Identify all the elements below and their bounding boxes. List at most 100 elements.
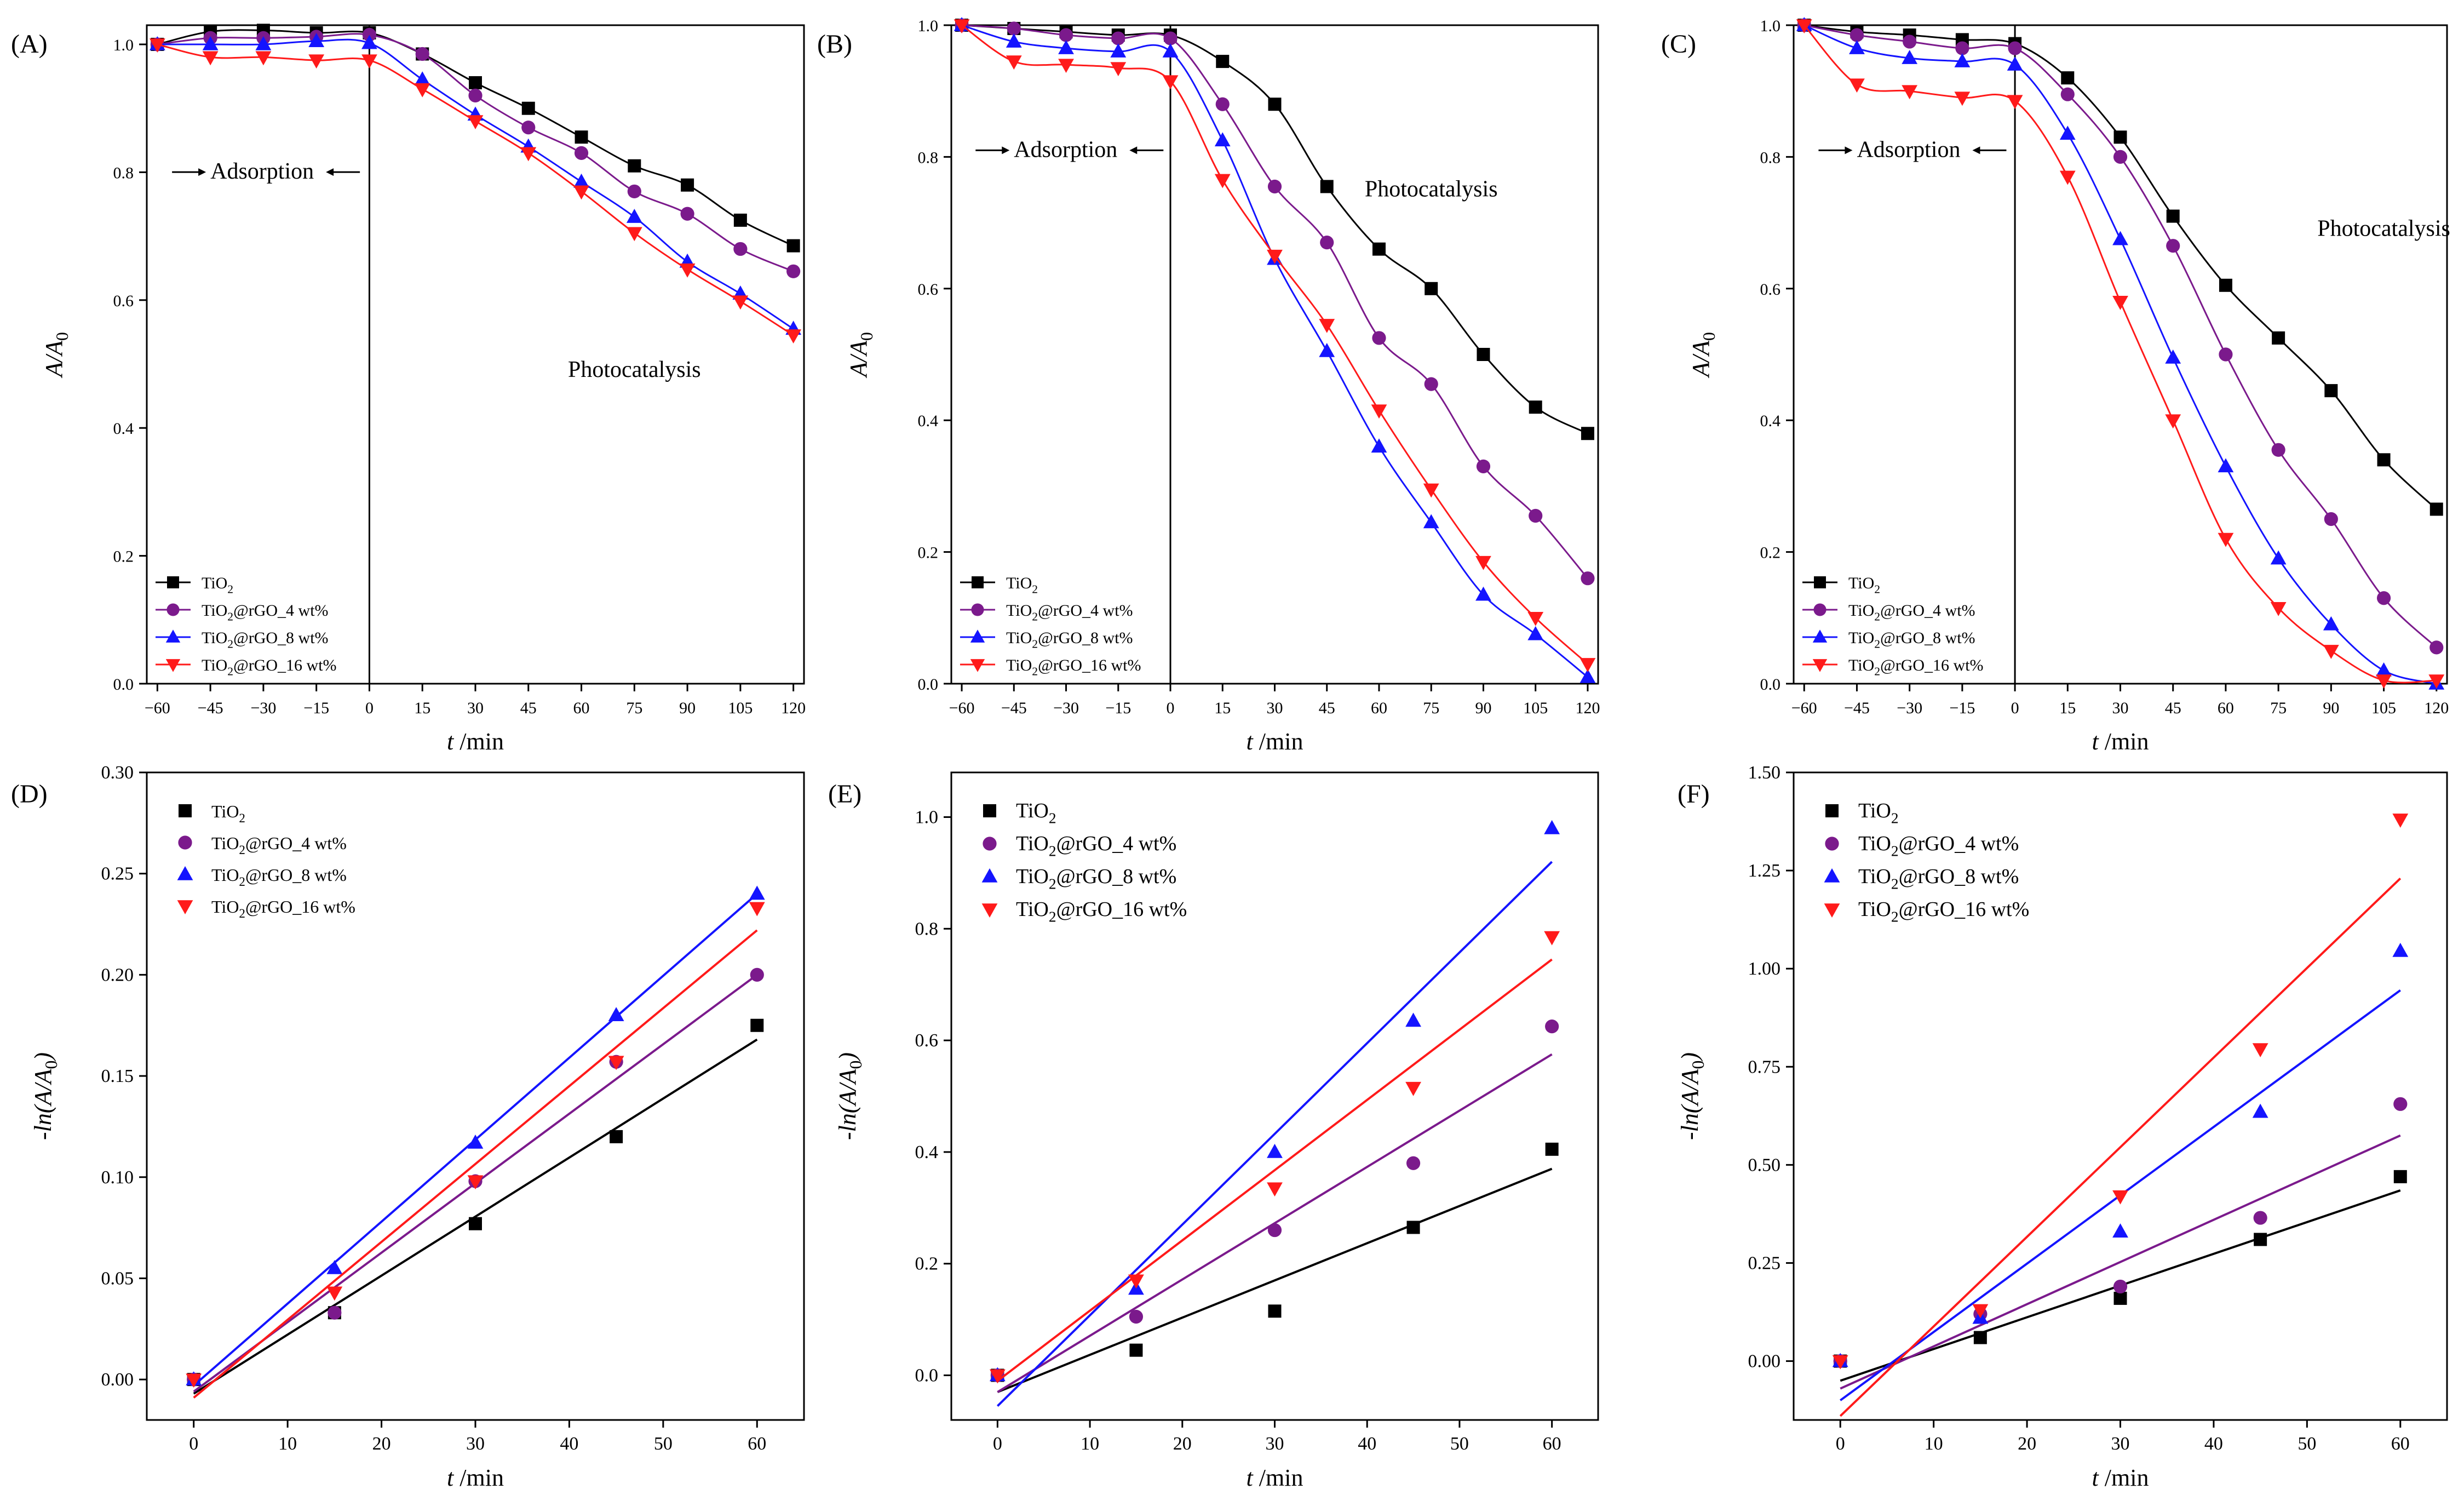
y-tick-label: 0.0: [1760, 675, 1781, 694]
data-point: [1371, 404, 1387, 419]
x-tick-label: 20: [2018, 1434, 2036, 1454]
x-tick-label: 120: [2424, 699, 2449, 717]
legend-item-tio2-rgo-4-wt: TiO2@rGO_4 wt%: [1825, 832, 2019, 860]
legend: TiO2 TiO2@rGO_4 wt% TiO2@rGO_8 wt% TiO2@rGO…: [177, 801, 355, 920]
panel-label: (E): [828, 780, 861, 809]
x-tick-label: 0: [1167, 699, 1175, 717]
series-line: [157, 33, 794, 272]
x-tick-label: 0: [189, 1434, 198, 1454]
y-tick-label: 0.8: [113, 164, 134, 182]
legend-item-tio2: TiO2: [983, 799, 1056, 827]
x-axis-label: t /min: [2092, 1464, 2149, 1491]
y-tick-label: 0.6: [915, 1030, 939, 1051]
x-axis-label: t /min: [447, 1464, 504, 1491]
data-point: [467, 1134, 484, 1149]
legend-marker: [983, 804, 996, 817]
data-point: [1129, 1309, 1144, 1324]
y-tick-label: 0.00: [1748, 1351, 1781, 1372]
y-tick-label: 1.0: [113, 36, 134, 54]
legend-item-tio2-rgo-8-wt: TiO2@rGO_8 wt%: [1824, 865, 2019, 892]
legend-label: TiO2@rGO_8 wt%: [202, 629, 329, 650]
x-tick-label: 120: [1575, 699, 1600, 717]
arrowhead-right: [1002, 146, 1010, 154]
data-point: [2376, 591, 2391, 605]
data-point: [2113, 130, 2127, 144]
data-point: [1954, 53, 1971, 67]
data-point: [1214, 132, 1231, 147]
series-line: [1804, 24, 2437, 685]
legend-label: TiO2@rGO_4 wt%: [202, 602, 329, 623]
legend-label: TiO2: [211, 801, 245, 825]
y-tick-label: 0.4: [1760, 412, 1781, 430]
data-point: [732, 295, 749, 310]
y-tick-label: 0.30: [101, 763, 134, 783]
data-point: [2112, 296, 2128, 310]
data-point: [785, 329, 802, 343]
data-point: [2112, 1223, 2128, 1238]
y-tick-label: 0.8: [918, 148, 939, 167]
data-point: [1405, 1012, 1421, 1027]
data-point: [255, 36, 272, 50]
fit-line: [1840, 1134, 2401, 1390]
data-point: [1058, 40, 1074, 54]
x-axis-label: t /min: [2092, 728, 2149, 755]
data-point: [361, 54, 377, 69]
panel-label: (A): [11, 30, 48, 59]
data-point: [2113, 1279, 2128, 1294]
legend-marker: [178, 835, 192, 850]
y-tick-label: 0.8: [915, 919, 939, 939]
legend-marker: [1812, 659, 1828, 672]
legend: TiO2 TiO2@rGO_4 wt% TiO2@rGO_8 wt% TiO2@rGO…: [156, 574, 337, 678]
y-tick-label: 0.2: [915, 1254, 939, 1274]
data-point: [1424, 377, 1438, 391]
data-point: [1111, 31, 1125, 45]
data-point: [2112, 231, 2128, 245]
data-point: [573, 173, 589, 188]
series-tio2-rgo-8-wt: [186, 885, 765, 1387]
data-point: [2059, 125, 2076, 140]
data-point: [1372, 331, 1386, 345]
legend-marker: [166, 603, 180, 616]
data-point: [2271, 443, 2285, 457]
data-point: [1215, 97, 1230, 111]
data-point: [328, 1305, 342, 1320]
data-point: [521, 121, 536, 135]
data-point: [1267, 179, 1282, 194]
series-line: [157, 29, 794, 247]
data-point: [2166, 209, 2180, 223]
data-point: [326, 1259, 343, 1274]
data-point: [575, 130, 588, 144]
data-point: [1475, 586, 1491, 601]
data-point: [149, 38, 165, 53]
legend-marker: [972, 576, 984, 588]
x-tick-label: 30: [467, 699, 484, 717]
data-point: [2059, 170, 2076, 185]
photocatalysis-label: Photocatalysis: [2317, 216, 2450, 242]
panel-a: (A) −60 −45 −30 −15 0 15 30 45 60 75 90 105 120 0.0 0.2…: [11, 24, 806, 755]
legend-label: TiO2@rGO_16 wt%: [211, 897, 355, 920]
data-point: [2429, 640, 2444, 655]
x-tick-label: 40: [560, 1434, 578, 1454]
x-tick-label: 30: [2111, 1434, 2130, 1454]
legend: TiO2 TiO2@rGO_4 wt% TiO2@rGO_8 wt% TiO2@rGO…: [1802, 574, 1984, 678]
data-point: [573, 185, 589, 200]
x-tick-label: 15: [414, 699, 430, 717]
data-point: [2392, 814, 2409, 828]
arrowhead-left: [326, 168, 334, 176]
legend-label: TiO2@rGO_16 wt%: [1848, 656, 1984, 678]
data-point: [1216, 55, 1230, 68]
data-point: [1320, 180, 1334, 193]
legend-marker: [1824, 903, 1840, 918]
x-tick-label: −60: [949, 699, 975, 717]
series-line: [961, 24, 1588, 678]
arrowhead-left: [1129, 146, 1138, 154]
legend-label: TiO2@rGO_8 wt%: [1016, 865, 1176, 892]
x-tick-label: 75: [2270, 699, 2287, 717]
data-point: [2376, 662, 2392, 677]
x-tick-label: 40: [2204, 1434, 2223, 1454]
series-tio2: [991, 1142, 1559, 1393]
data-point: [1406, 1221, 1420, 1234]
data-point: [2428, 674, 2445, 689]
y-tick-label: 0.4: [113, 420, 134, 438]
plot-frame: [1793, 24, 2448, 685]
